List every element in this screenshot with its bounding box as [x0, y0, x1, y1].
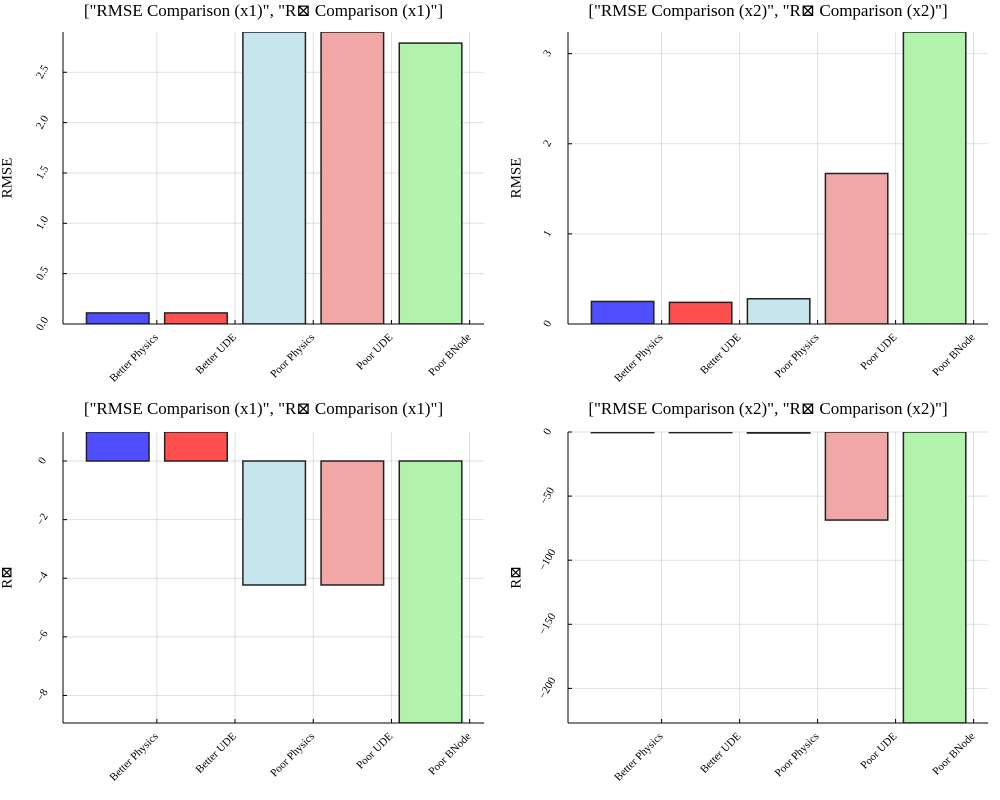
bar — [163, 312, 228, 324]
y-axis-label: R⊠ — [0, 566, 15, 589]
y-tick-label: −4 — [34, 570, 50, 587]
y-tick-label: 1 — [541, 228, 554, 239]
bar — [85, 432, 150, 462]
bar — [590, 300, 655, 324]
bar — [824, 172, 889, 324]
y-tick-label: 2 — [541, 138, 554, 149]
y-tick-label: 2.5 — [34, 63, 52, 81]
subplot: ["RMSE Comparison (x1)", "R⊠ Comparison … — [0, 399, 484, 784]
x-tick-label: Better UDE — [698, 730, 744, 776]
x-tick-label: Poor Physics — [268, 331, 317, 380]
y-tick-label: −150 — [537, 611, 559, 637]
x-tick-label: Poor BNode — [426, 730, 473, 777]
y-axis-label: RMSE — [508, 158, 524, 199]
bar — [668, 301, 733, 324]
bar — [320, 32, 385, 324]
y-tick-label: −50 — [538, 485, 557, 506]
bar — [242, 460, 307, 586]
x-tick-label: Poor Physics — [268, 730, 317, 779]
bar — [320, 460, 385, 586]
x-tick-label: Poor BNode — [930, 331, 977, 378]
y-tick-label: 2.0 — [34, 113, 52, 131]
bar — [398, 42, 463, 324]
bar — [902, 432, 967, 723]
x-tick-label: Better Physics — [108, 730, 161, 783]
x-tick-label: Poor BNode — [426, 331, 473, 378]
bar — [668, 432, 733, 434]
y-axis-label: RMSE — [0, 158, 15, 199]
subplot: ["RMSE Comparison (x2)", "R⊠ Comparison … — [508, 1, 988, 385]
subplot: ["RMSE Comparison (x2)", "R⊠ Comparison … — [508, 399, 988, 784]
y-tick-label: 0 — [541, 426, 554, 437]
bar — [746, 298, 811, 324]
x-tick-label: Poor UDE — [858, 730, 899, 771]
y-axis-label: R⊠ — [508, 566, 524, 589]
y-tick-label: −6 — [34, 628, 50, 645]
y-tick-label: 0.0 — [34, 314, 52, 332]
x-tick-label: Better Physics — [612, 730, 665, 783]
y-tick-label: 1.0 — [34, 214, 52, 232]
x-tick-label: Better UDE — [698, 331, 744, 377]
bar — [163, 432, 228, 462]
bars — [590, 32, 967, 324]
bar — [590, 432, 655, 434]
bars — [590, 432, 967, 723]
x-tick-label: Poor Physics — [773, 730, 822, 779]
y-tick-label: −2 — [34, 511, 50, 527]
y-tick-label: 0.5 — [34, 264, 52, 282]
y-tick-label: −8 — [34, 687, 50, 704]
bars — [85, 32, 463, 324]
bar — [398, 460, 463, 723]
bar — [242, 32, 307, 324]
x-tick-label: Better Physics — [612, 331, 665, 384]
subplot-title: ["RMSE Comparison (x1)", "R⊠ Comparison … — [84, 1, 443, 20]
bar — [746, 432, 811, 434]
x-tick-label: Better Physics — [108, 331, 161, 384]
x-tick-label: Better UDE — [194, 331, 240, 377]
y-tick-label: 1.5 — [34, 163, 52, 181]
y-tick-label: 0 — [36, 455, 49, 466]
x-tick-label: Poor Physics — [773, 331, 822, 380]
bar — [824, 432, 889, 521]
subplot-title: ["RMSE Comparison (x1)", "R⊠ Comparison … — [84, 399, 443, 418]
x-tick-label: Poor UDE — [858, 331, 899, 372]
bars — [85, 432, 463, 723]
y-tick-label: −200 — [537, 675, 559, 701]
subplot: ["RMSE Comparison (x1)", "R⊠ Comparison … — [0, 1, 484, 385]
bar — [85, 312, 150, 324]
x-tick-label: Better UDE — [194, 730, 240, 776]
x-tick-label: Poor BNode — [930, 730, 977, 777]
y-tick-label: 0 — [541, 318, 554, 329]
y-tick-label: −100 — [537, 547, 559, 573]
x-tick-label: Poor UDE — [354, 331, 395, 372]
x-tick-label: Poor UDE — [354, 730, 395, 771]
y-tick-label: 3 — [541, 48, 554, 59]
subplot-title: ["RMSE Comparison (x2)", "R⊠ Comparison … — [588, 1, 947, 20]
bar — [902, 32, 967, 324]
subplot-title: ["RMSE Comparison (x2)", "R⊠ Comparison … — [588, 399, 947, 418]
